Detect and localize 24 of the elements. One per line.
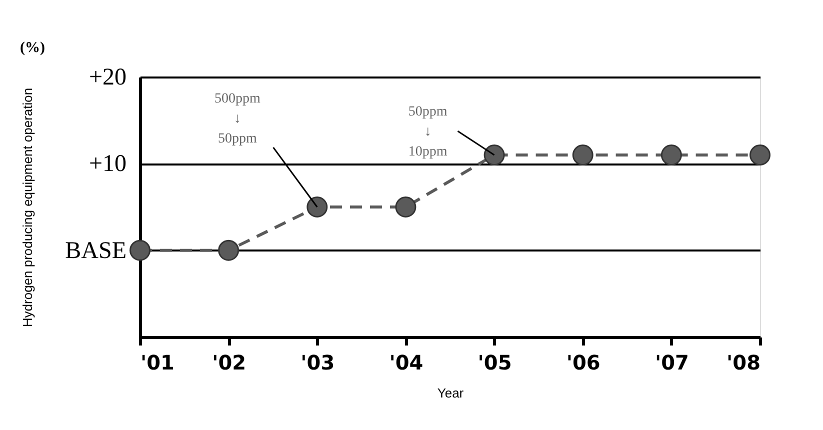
- text: (%): [20, 40, 45, 56]
- point: [750, 144, 770, 166]
- point: [484, 144, 505, 166]
- x-tick-label: '06: [566, 350, 600, 374]
- x-tick-label: '01: [140, 350, 174, 374]
- point: [130, 240, 150, 261]
- y-axis-title: Hydrogen producing equipment operation: [20, 88, 36, 328]
- point: [306, 196, 328, 218]
- y-tick-label: +20: [88, 64, 126, 90]
- y-tick-label: BASE: [65, 238, 126, 264]
- point: [572, 144, 594, 166]
- point: [218, 240, 240, 261]
- x-tick-label: '02: [212, 350, 246, 374]
- point: [660, 144, 682, 166]
- x-tick-label: '03: [300, 350, 335, 374]
- point: [395, 196, 416, 218]
- annotation: 50ppm ↓ 10ppm: [408, 104, 448, 160]
- x-tick-label: '04: [389, 350, 424, 374]
- x-tick-label: '08: [726, 350, 760, 374]
- x-tick-label: '07: [654, 350, 689, 374]
- y-tick-label: +10: [88, 151, 126, 178]
- x-axis-title: Year: [437, 386, 464, 400]
- x-tick-label: '05: [478, 350, 512, 374]
- annotation: 500ppm ↓ 50ppm: [214, 92, 260, 147]
